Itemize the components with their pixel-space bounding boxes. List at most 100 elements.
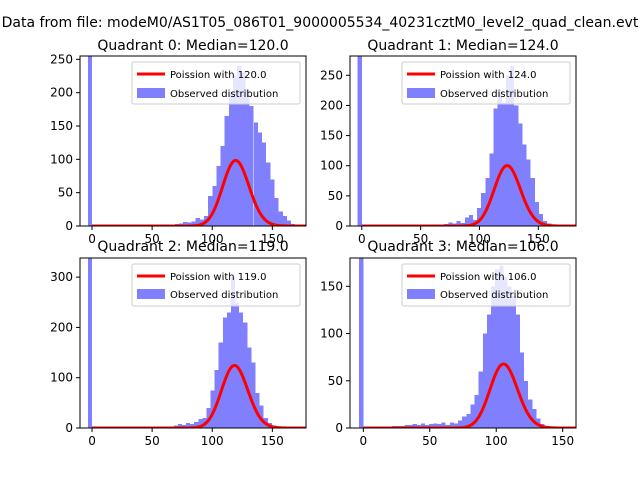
hist-bar-3-29: [478, 371, 483, 428]
hist-bar-1-29: [477, 207, 482, 226]
hist-bar-3-20: [441, 422, 446, 428]
y-tick-label-3-1: 50: [328, 374, 343, 388]
legend-label-poisson-3: Poission with 106.0: [440, 272, 536, 283]
hist-bar-3-38: [515, 314, 520, 428]
y-tick-label-2-3: 300: [50, 270, 73, 284]
subplot-title-2: Quadrant 2: Median=119.0: [97, 239, 288, 255]
legend-label-poisson-0: Poission with 120.0: [170, 70, 266, 81]
x-tick-label-3-3: 150: [551, 434, 574, 448]
hist-bar-1-40: [522, 144, 527, 226]
poisson-curve-1: [361, 164, 576, 226]
legend-label-poisson-2: Poission with 119.0: [170, 272, 266, 283]
hist-bar-0-44: [270, 179, 275, 226]
hist-bar-2-41: [255, 392, 260, 428]
poisson-curve-2: [91, 364, 306, 428]
hist-bar-0-23: [183, 222, 188, 226]
legend-frame-1: [401, 61, 571, 105]
hist-bar-2-42: [259, 405, 264, 428]
x-tick-label-3-2: 100: [485, 434, 508, 448]
hist-bar-3-13: [412, 424, 417, 428]
hist-bar-2-22: [177, 423, 182, 428]
hist-bar-0-40: [253, 122, 258, 226]
hist-bar-2-30: [210, 390, 215, 428]
hist-bar-3-24: [458, 420, 463, 428]
legend-swatch-observed-0: [137, 88, 165, 98]
axes-frame-0: [79, 55, 307, 227]
subplot-title-1: Quadrant 1: Median=124.0: [367, 38, 558, 54]
x-tick-label-1-2: 100: [468, 232, 491, 246]
hist-bar-3-42: [532, 409, 537, 428]
y-tick-label-2-0: 0: [65, 421, 73, 435]
y-tick-label-1-3: 150: [320, 129, 343, 143]
hist-bar-2-0: [87, 258, 93, 428]
axes-frame-3: [349, 257, 577, 429]
hist-bar-3-31: [486, 314, 492, 428]
hist-bar-1-37: [510, 66, 515, 226]
plot-area-2: 0 50 100 150 0 100 200 300: [50, 257, 307, 448]
y-tick-label-2-2: 200: [50, 320, 73, 334]
plot-inner-3: [359, 258, 576, 428]
hist-bar-3-18: [433, 423, 438, 428]
hist-bar-0-45: [274, 198, 279, 226]
hist-bar-1-24: [456, 221, 461, 226]
hist-bar-1-41: [526, 159, 531, 226]
poisson-curve-3: [363, 362, 576, 428]
hist-bar-3-23: [453, 423, 459, 428]
hist-bar-0-38: [245, 89, 250, 226]
hist-bar-3-27: [470, 404, 475, 428]
hist-bar-2-24: [186, 422, 191, 428]
hist-bar-1-33: [493, 108, 498, 226]
hist-bar-0-41: [257, 132, 263, 226]
hist-bar-0-39: [249, 106, 254, 226]
hist-bar-3-32: [491, 286, 496, 428]
x-tick-label-2-1: 50: [144, 434, 159, 448]
legend-label-observed-0: Observed distribution: [170, 89, 278, 100]
legend-frame-3: [401, 263, 571, 307]
hist-bar-0-25: [191, 221, 196, 226]
hist-bar-3-41: [528, 399, 533, 428]
y-tick-label-3-0: 0: [335, 421, 343, 435]
hist-bar-3-15: [420, 423, 426, 428]
hist-bar-0-35: [233, 76, 238, 226]
hist-bar-1-35: [501, 102, 506, 226]
legend-frame-2: [131, 263, 301, 307]
hist-bar-0-48: [286, 220, 292, 226]
hist-bar-1-0: [357, 56, 362, 226]
x-tick-label-3-1: 50: [422, 434, 437, 448]
legend-label-poisson-1: Poission with 124.0: [440, 70, 536, 81]
legend-3: Poission with 106.0 Observed distributio…: [401, 263, 571, 307]
hist-bar-3-17: [429, 424, 434, 428]
y-tick-label-0-4: 200: [50, 86, 73, 100]
hist-bar-2-38: [243, 322, 248, 428]
hist-bar-0-24: [187, 222, 192, 226]
x-tick-label-1-3: 150: [527, 232, 550, 246]
subplot-quadrant-1: Quadrant 1: Median=124.0 0 50 100 150 0 50 100…: [320, 38, 577, 246]
x-tick-label-3-0: 0: [359, 434, 367, 448]
hist-bar-0-43: [266, 162, 271, 226]
x-tick-label-0-0: 0: [88, 232, 96, 246]
hist-bar-1-26: [464, 217, 469, 226]
legend-swatch-observed-1: [407, 88, 435, 98]
plot-inner-2: [87, 258, 306, 428]
subplot-quadrant-0: Quadrant 0: Median=120.0 0 50 100 150 0 50 100…: [50, 38, 307, 246]
hist-bar-1-32: [489, 153, 494, 226]
x-tick-label-1-1: 50: [413, 232, 428, 246]
legend-label-observed-3: Observed distribution: [440, 290, 548, 301]
legend-2: Poission with 119.0 Observed distributio…: [131, 263, 301, 307]
x-tick-label-1-0: 0: [358, 232, 366, 246]
hist-bar-3-36: [507, 286, 512, 428]
legend-swatch-observed-2: [137, 289, 165, 299]
legend-frame-0: [131, 61, 301, 105]
y-tick-label-1-1: 50: [328, 189, 343, 203]
hist-bar-0-46: [278, 211, 283, 226]
plot-inner-0: [87, 56, 306, 226]
legend-0: Poission with 120.0 Observed distributio…: [131, 61, 301, 105]
hist-bar-0-0: [87, 56, 93, 226]
hist-bar-2-26: [194, 421, 199, 428]
hist-bar-0-26: [195, 218, 200, 226]
subplot-quadrant-2: Quadrant 2: Median=119.0 0 50 100 150 0 100 20…: [50, 239, 307, 448]
x-tick-label-2-2: 100: [201, 434, 224, 448]
hist-bar-3-35: [503, 276, 508, 428]
y-tick-label-1-4: 200: [320, 98, 343, 112]
hist-bar-2-35: [230, 277, 236, 428]
